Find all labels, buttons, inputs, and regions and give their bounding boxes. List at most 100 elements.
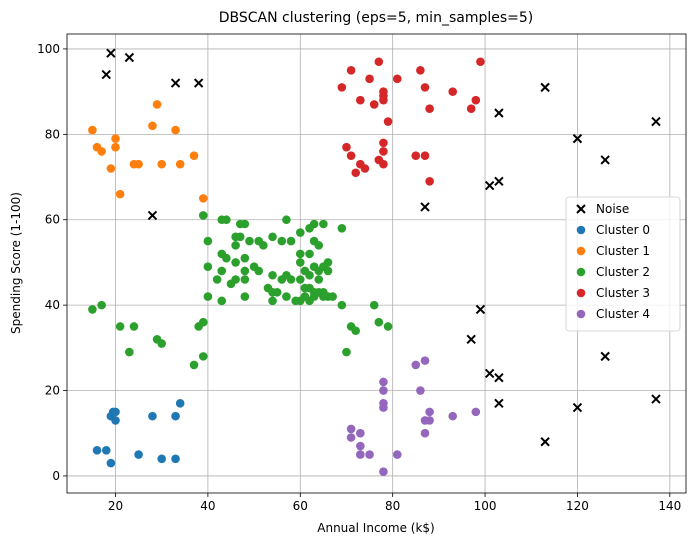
cluster-3-point [379, 95, 388, 105]
noise-point [466, 334, 476, 344]
noise-point [494, 176, 504, 187]
cluster-4-point [379, 403, 388, 412]
noise-point [540, 82, 550, 93]
x-axis-label: Annual Income (k$) [317, 521, 434, 535]
cluster-4-point [425, 407, 434, 417]
cluster-2-point [203, 262, 213, 272]
cluster-1-point [171, 125, 180, 135]
legend-marker-cluster-0 [576, 225, 586, 235]
y-tick-label: 100 [37, 42, 60, 56]
cluster-2-point [203, 236, 213, 246]
cluster-2-point [217, 296, 227, 306]
cluster-1-point [97, 147, 106, 156]
x-tick-label: 140 [658, 499, 681, 513]
noise-point [170, 78, 181, 88]
noise-point [106, 48, 116, 58]
cluster-1-point [148, 121, 157, 131]
legend-label-cluster-1: Cluster 1 [596, 244, 650, 258]
noise-point [494, 108, 504, 118]
cluster-2-point [295, 275, 305, 284]
axis-ticks: 20 40 60 80 100 120 140 0 20 40 60 80 100 [37, 42, 681, 513]
cluster-2-point [198, 211, 208, 220]
cluster-0-point [175, 399, 185, 408]
cluster-2-point [157, 339, 166, 348]
cluster-2-point [254, 266, 264, 276]
cluster-3-point [466, 104, 476, 114]
cluster-1-point [198, 194, 208, 203]
cluster-2-point [97, 300, 106, 310]
noise-point [420, 202, 430, 212]
legend-marker-cluster-4 [576, 309, 586, 319]
cluster-1-point [111, 134, 120, 143]
legend-label-cluster-2: Cluster 2 [596, 265, 650, 279]
cluster-1-point [152, 100, 162, 109]
cluster-2-point [291, 296, 300, 306]
cluster-3-point [351, 168, 361, 178]
cluster-4-point [411, 360, 421, 370]
cluster-3-point [369, 100, 379, 109]
cluster-2-point [268, 270, 277, 280]
cluster-2-point [125, 347, 134, 357]
cluster-1-point [115, 189, 125, 199]
cluster-2-point [231, 241, 240, 250]
cluster-2-point [240, 292, 250, 301]
cluster-2-point [259, 241, 268, 250]
cluster-3-point [346, 65, 356, 75]
y-tick-label: 20 [45, 384, 60, 398]
cluster-4-point [379, 377, 388, 387]
cluster-2-point [189, 360, 199, 370]
noise-point [651, 394, 661, 404]
cluster-2-point [319, 288, 328, 297]
noise-point [572, 133, 583, 144]
chart-title: DBSCAN clustering (eps=5, min_samples=5) [219, 10, 534, 26]
cluster-2-point [212, 275, 222, 284]
cluster-2-point [369, 300, 379, 310]
cluster-3-point [356, 95, 365, 105]
cluster-3-point [379, 147, 388, 156]
cluster-1-point [189, 151, 199, 160]
noise-point [494, 398, 504, 409]
plot-frame [66, 33, 687, 494]
cluster-2-point [277, 275, 287, 284]
cluster-2-point [305, 249, 314, 259]
y-tick-label: 60 [45, 213, 60, 227]
cluster-3-point [476, 57, 485, 67]
cluster-3-point [374, 57, 384, 67]
cluster-2-point [231, 258, 240, 267]
noise-point [475, 304, 486, 315]
noise-point [484, 180, 495, 191]
cluster-4-point [346, 433, 356, 442]
cluster-0-point [134, 450, 143, 459]
cluster-3-point [411, 151, 421, 160]
cluster-2-point [374, 317, 384, 327]
cluster-2-point [309, 288, 319, 297]
cluster-2-point [337, 223, 347, 233]
cluster-3-point [448, 87, 458, 96]
x-tick-label: 20 [108, 499, 123, 513]
cluster-4-point [416, 386, 425, 395]
cluster-3-point [425, 177, 434, 186]
legend-marker-cluster-3 [576, 288, 586, 298]
cluster-3-point [383, 117, 393, 126]
cluster-0-point [171, 454, 180, 464]
noise-point [600, 155, 610, 165]
cluster-3-point [346, 151, 356, 160]
cluster-0-point [148, 411, 157, 421]
noise-point [540, 437, 550, 447]
y-tick-label: 0 [52, 469, 60, 483]
noise-point [147, 210, 158, 221]
cluster-2-point [282, 215, 291, 225]
noise-point [484, 368, 495, 379]
cluster-2-point [305, 223, 314, 233]
noise-point [124, 52, 135, 63]
cluster-0-point [157, 454, 166, 464]
cluster-2-point [319, 219, 328, 229]
cluster-3-point [425, 104, 434, 114]
cluster-2-point [203, 292, 213, 301]
cluster-3-point [392, 74, 402, 84]
cluster-2-point [129, 322, 139, 331]
cluster-0-point [106, 458, 116, 468]
cluster-2-point [337, 300, 347, 310]
cluster-2-point [277, 236, 287, 246]
